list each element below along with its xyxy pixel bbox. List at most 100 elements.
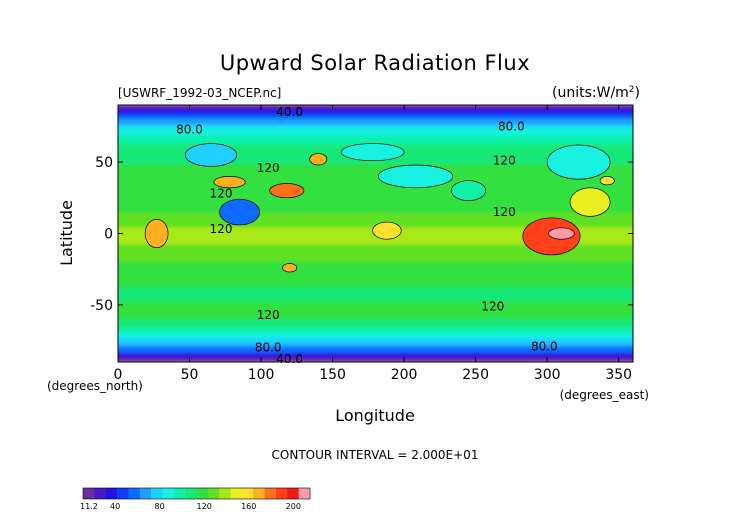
- field-anomaly: [450, 180, 487, 202]
- contour-interval: CONTOUR INTERVAL = 2.000E+01: [272, 448, 479, 462]
- field-band: [118, 195, 633, 200]
- field-band: [118, 338, 633, 343]
- field-band: [118, 173, 633, 177]
- y-tick-label: 50: [95, 155, 113, 171]
- field-band: [118, 235, 633, 240]
- feature-layer: [144, 143, 615, 273]
- colorbar-swatch: [253, 488, 265, 499]
- field-band: [118, 310, 633, 314]
- contour-label: 120: [257, 308, 280, 322]
- field-band: [118, 221, 633, 226]
- field-band: [118, 267, 633, 272]
- units-label: (units:W/m2): [552, 85, 640, 101]
- field-band: [118, 121, 633, 126]
- x-axis: 0 50 100 150 200 250 300 350: [114, 105, 632, 383]
- x-tick-label: 100: [248, 367, 275, 383]
- colorbar-swatch: [94, 488, 106, 499]
- y-axis-title: Latitude: [57, 200, 76, 266]
- field-band: [118, 181, 633, 186]
- contour-label: 40.0: [276, 352, 303, 366]
- field-band: [118, 167, 633, 172]
- field-band: [118, 250, 633, 254]
- field-band: [118, 358, 633, 362]
- field-band: [118, 352, 633, 357]
- field-band: [118, 204, 633, 209]
- field-band: [118, 118, 633, 123]
- field-anomaly: [282, 263, 298, 273]
- contour-label: 80.0: [498, 119, 525, 133]
- colorbar-swatch: [162, 488, 175, 499]
- y-unit-label: (degrees_north): [47, 379, 143, 393]
- contour-label: 80.0: [176, 122, 203, 136]
- x-tick-label: 300: [534, 367, 561, 383]
- colorbar-swatch: [151, 488, 163, 499]
- field-band: [118, 178, 633, 183]
- field-band: [118, 347, 633, 352]
- field-band: [118, 344, 633, 349]
- colorbar-frame: [82, 487, 311, 500]
- field-anomaly: [548, 227, 575, 240]
- field-band: [118, 278, 633, 283]
- field-band: [118, 130, 633, 135]
- contour-label: 120: [210, 187, 233, 201]
- plot-area: [118, 105, 633, 362]
- field-band: [118, 241, 633, 246]
- field-band: [118, 264, 633, 269]
- field-band: [118, 304, 633, 309]
- chart-title: Upward Solar Radiation Flux: [220, 51, 530, 75]
- field-band: [118, 170, 633, 175]
- colorbar-swatch: [185, 488, 197, 499]
- colorbar-swatch: [105, 488, 118, 499]
- field-band: [118, 107, 633, 112]
- x-tick-label: 200: [391, 367, 418, 383]
- contour-label: 40.0: [276, 105, 303, 119]
- field-band: [118, 258, 633, 263]
- contour-label: 120: [210, 222, 233, 236]
- contour-label: 80.0: [531, 339, 558, 353]
- field-band: [118, 350, 633, 354]
- field-band: [118, 127, 633, 132]
- field-anomaly: [269, 183, 305, 199]
- field-anomaly: [219, 198, 260, 226]
- field-anomaly: [213, 176, 246, 189]
- colorbar-swatch: [298, 488, 311, 499]
- colorbar-swatch: [241, 488, 254, 499]
- colorbar-swatch: [139, 488, 152, 499]
- field-band: [118, 318, 633, 323]
- y-tick-label: -50: [90, 298, 113, 314]
- field-band: [118, 193, 633, 197]
- field-band: [118, 270, 633, 274]
- field-band: [118, 201, 633, 206]
- field-anomaly: [546, 144, 611, 180]
- field-band: [118, 190, 633, 195]
- colorbar-swatch: [264, 488, 277, 499]
- colorbar-swatch: [230, 488, 243, 499]
- field-band: [118, 335, 633, 340]
- field-anomaly: [340, 143, 405, 162]
- x-tick-label: 350: [605, 367, 632, 383]
- field-band: [118, 247, 633, 252]
- field-band: [118, 272, 633, 277]
- colorbar-swatch: [117, 488, 129, 499]
- field-anomaly: [378, 164, 454, 189]
- field-band: [118, 341, 633, 346]
- field-band: [118, 115, 633, 120]
- field-band: [118, 110, 633, 115]
- contour-label: 120: [493, 205, 516, 219]
- file-label: [USWRF_1992-03_NCEP.nc]: [118, 86, 281, 100]
- field-anomaly: [372, 221, 402, 240]
- field-band: [118, 218, 633, 223]
- colorbar-tick-label: 160: [241, 502, 256, 511]
- field-band: [118, 175, 633, 180]
- field-band: [118, 287, 633, 292]
- colorbar-swatch: [207, 488, 220, 499]
- field-band: [118, 307, 633, 312]
- colorbar-swatch: [287, 488, 299, 499]
- contour-label: 80.0: [255, 341, 282, 355]
- field-anomaly: [599, 176, 615, 186]
- field-band: [118, 164, 633, 169]
- field-band: [118, 105, 633, 109]
- x-tick-label: 50: [181, 367, 199, 383]
- field-band: [118, 207, 633, 212]
